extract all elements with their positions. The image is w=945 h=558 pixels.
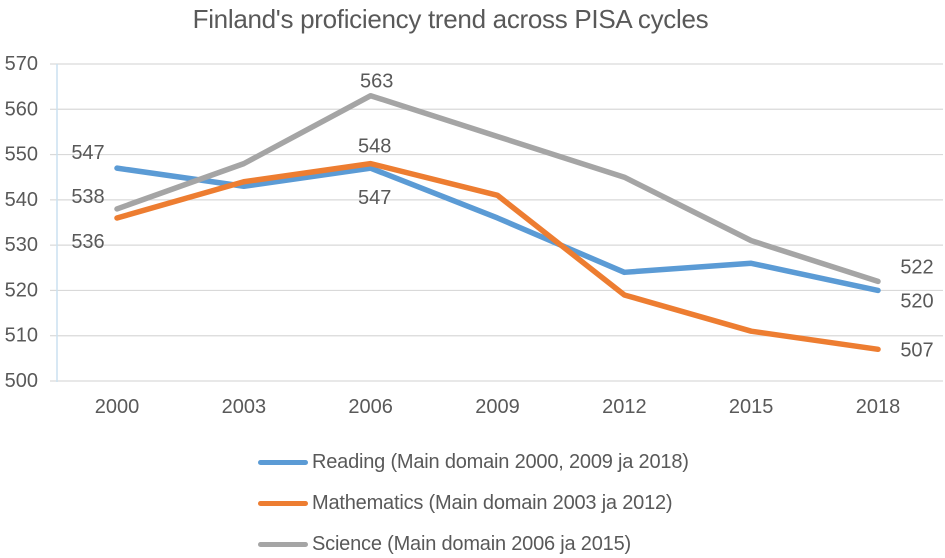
line-chart: 570 560 550 540 530 520 510 500 2000 2003 2006 2009… bbox=[5, 53, 943, 418]
y-tick-label: 550 bbox=[5, 144, 38, 166]
x-tick-label: 2006 bbox=[348, 396, 393, 418]
legend-label-reading: Reading (Main domain 2000, 2009 ja 2018) bbox=[312, 451, 689, 473]
legend-swatch-science bbox=[258, 542, 308, 547]
data-label-reading-2000: 547 bbox=[71, 142, 104, 164]
series-line-mathematics bbox=[114, 160, 881, 353]
legend-swatch-mathematics bbox=[258, 501, 308, 506]
data-label-mathematics-2006: 548 bbox=[358, 136, 391, 158]
x-tick-label: 2018 bbox=[856, 396, 901, 418]
data-label-science-2018: 522 bbox=[900, 256, 933, 278]
x-tick-label: 2009 bbox=[475, 396, 520, 418]
y-tick-label: 560 bbox=[5, 98, 38, 120]
y-tick-label: 510 bbox=[5, 325, 38, 347]
data-label-mathematics-2000: 536 bbox=[71, 231, 104, 253]
y-tick-label: 540 bbox=[5, 189, 38, 211]
x-tick-label: 2012 bbox=[602, 396, 647, 418]
legend-label-science: Science (Main domain 2006 ja 2015) bbox=[312, 533, 631, 555]
y-tick-label: 500 bbox=[5, 370, 38, 392]
y-tick-label: 530 bbox=[5, 234, 38, 256]
x-tick-label: 2000 bbox=[95, 396, 140, 418]
data-label-science-2000: 538 bbox=[71, 186, 104, 208]
x-tick-label: 2015 bbox=[729, 396, 774, 418]
legend-swatch-reading bbox=[258, 460, 308, 465]
y-tick-label: 520 bbox=[5, 279, 38, 301]
data-label-mathematics-2018: 507 bbox=[900, 339, 933, 361]
legend-item-reading: Reading (Main domain 2000, 2009 ja 2018) bbox=[258, 442, 689, 483]
data-label-reading-2018: 520 bbox=[900, 290, 933, 312]
series-line-reading bbox=[114, 165, 881, 294]
chart-title: Finland's proficiency trend across PISA … bbox=[192, 4, 709, 34]
data-label-reading-2006: 547 bbox=[358, 187, 391, 209]
chart-legend: Reading (Main domain 2000, 2009 ja 2018)… bbox=[258, 442, 689, 558]
x-tick-label: 2003 bbox=[222, 396, 267, 418]
legend-item-science: Science (Main domain 2006 ja 2015) bbox=[258, 524, 689, 558]
y-tick-label: 570 bbox=[5, 53, 38, 75]
series-line-science bbox=[114, 92, 881, 285]
legend-label-mathematics: Mathematics (Main domain 2003 ja 2012) bbox=[312, 492, 673, 514]
data-label-science-2006: 563 bbox=[360, 71, 393, 93]
legend-item-mathematics: Mathematics (Main domain 2003 ja 2012) bbox=[258, 483, 689, 524]
